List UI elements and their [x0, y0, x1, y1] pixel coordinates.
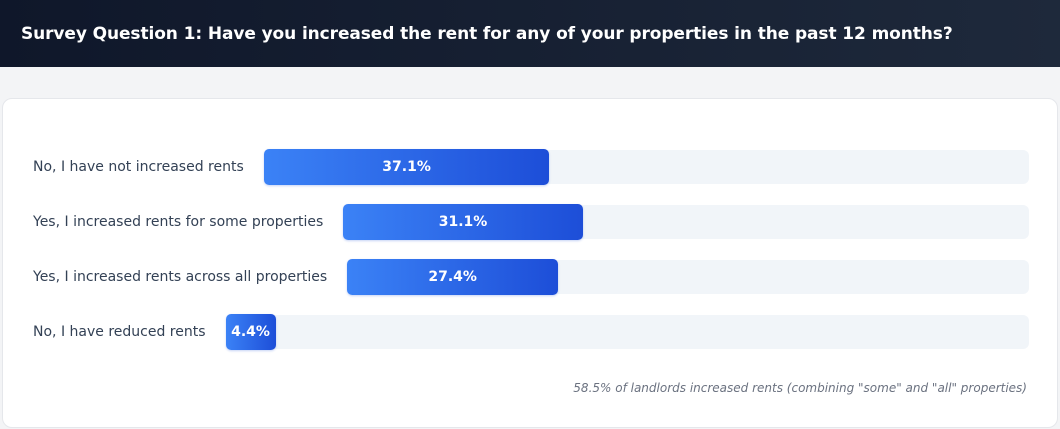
category-label: Yes, I increased rents across all proper…: [33, 269, 328, 285]
footnote: 58.5% of landlords increased rents (comb…: [573, 381, 1027, 395]
bar: 31.1%: [343, 204, 583, 240]
bar-track: [225, 315, 1029, 349]
chart-header: Survey Question 1: Have you increased th…: [0, 0, 1060, 67]
category-label: No, I have not increased rents: [33, 159, 244, 175]
bar-row: No, I have not increased rents 37.1%: [3, 149, 1057, 185]
chart-title: Survey Question 1: Have you increased th…: [21, 23, 953, 44]
bar-row: Yes, I increased rents for some properti…: [3, 204, 1057, 240]
chart-card: No, I have not increased rents 37.1% Yes, …: [2, 98, 1058, 428]
bar-row: No, I have reduced rents 4.4%: [3, 314, 1057, 350]
category-label: No, I have reduced rents: [33, 324, 206, 340]
category-label: Yes, I increased rents for some properti…: [33, 214, 324, 230]
bar-row: Yes, I increased rents across all proper…: [3, 259, 1057, 295]
bar: 4.4%: [225, 314, 276, 350]
bar: 27.4%: [347, 259, 559, 295]
bar: 37.1%: [263, 149, 550, 185]
